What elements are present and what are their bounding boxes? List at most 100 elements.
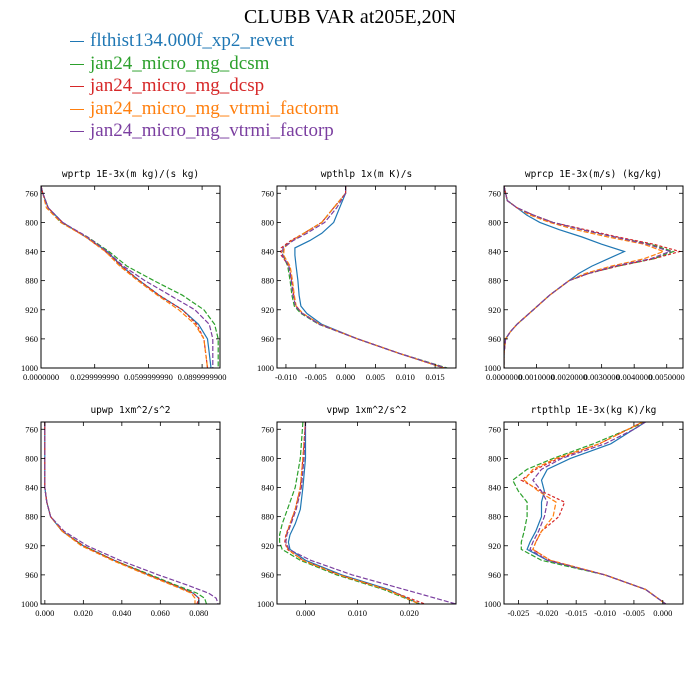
y-tick-label: 760 <box>488 424 501 434</box>
x-tick-label: 0.0899999900 <box>178 372 227 382</box>
x-tick-label: 0.060 <box>151 608 170 618</box>
y-tick-label: 800 <box>488 217 501 227</box>
legend-label: jan24_micro_mg_vtrmi_factorp <box>90 120 334 141</box>
series-line-4 <box>41 186 214 368</box>
series-line-1 <box>41 186 219 368</box>
x-tick-label: 0.005 <box>366 372 385 382</box>
y-tick-label: 960 <box>488 334 501 344</box>
y-tick-label: 880 <box>261 512 274 522</box>
x-tick-label: 0.080 <box>189 608 208 618</box>
y-tick-label: 800 <box>488 453 501 463</box>
x-tick-label: 0.010 <box>348 608 367 618</box>
panel-title: wprtp 1E-3x(m kg)/(s kg) <box>62 169 199 180</box>
x-tick-label: -0.010 <box>275 372 297 382</box>
series-line-3 <box>282 186 445 368</box>
legend-label: jan24_micro_mg_dcsm <box>90 52 270 74</box>
panel-title: upwp 1xm^2/s^2 <box>90 405 170 416</box>
panel-frame <box>276 421 457 605</box>
panel-frame <box>40 421 221 605</box>
legend-swatch <box>70 86 84 88</box>
y-tick-label: 1000 <box>484 599 501 609</box>
x-tick-label: -0.005 <box>305 372 327 382</box>
y-tick-label: 1000 <box>21 599 38 609</box>
legend-item-1: jan24_micro_mg_dcsm <box>70 53 339 76</box>
page-title: CLUBB VAR at205E,20N <box>243 6 457 28</box>
y-tick-label: 880 <box>25 276 38 286</box>
legend-swatch <box>70 108 84 110</box>
x-tick-label: 0.0050000 <box>649 372 685 382</box>
y-tick-label: 1000 <box>257 363 274 373</box>
series-line-0 <box>526 422 667 604</box>
series-line-0 <box>504 186 627 368</box>
y-tick-label: 760 <box>261 188 274 198</box>
x-tick-label: 0.010 <box>396 372 415 382</box>
y-tick-label: 960 <box>261 334 274 344</box>
panel-title: wpthlp 1x(m K)/s <box>321 169 413 180</box>
legend-swatch <box>70 63 84 65</box>
legend-item-3: jan24_micro_mg_vtrmi_factorm <box>70 98 339 121</box>
y-tick-label: 840 <box>261 483 274 493</box>
legend-swatch <box>70 131 84 133</box>
series-line-3 <box>285 422 420 604</box>
x-tick-label: 0.0040000 <box>616 372 652 382</box>
x-tick-label: -0.025 <box>507 608 529 618</box>
x-tick-label: 0.020 <box>74 608 93 618</box>
y-tick-label: 800 <box>261 453 274 463</box>
legend-swatch <box>70 41 84 43</box>
y-tick-label: 920 <box>25 305 38 315</box>
panel-0: wprtp 1E-3x(m kg)/(s kg) 760 800 840 880 920 9… <box>21 169 227 382</box>
y-tick-label: 760 <box>261 424 274 434</box>
x-tick-label: 0.0010000 <box>518 372 554 382</box>
y-tick-label: 880 <box>261 276 274 286</box>
panel-1: wpthlp 1x(m K)/s7608008408809209601000-0… <box>257 169 457 382</box>
panel-frame <box>503 185 684 369</box>
panel-title: vpwp 1xm^2/s^2 <box>326 405 406 416</box>
y-tick-label: 1000 <box>257 599 274 609</box>
legend-item-2: jan24_micro_mg_dcsp <box>70 75 339 98</box>
series-line-3 <box>44 422 196 604</box>
y-tick-label: 840 <box>25 483 38 493</box>
x-tick-label: 0.0030000 <box>584 372 620 382</box>
y-tick-label: 920 <box>261 541 274 551</box>
x-tick-label: 0.000 <box>653 608 672 618</box>
series-line-0 <box>287 422 420 604</box>
series-line-0 <box>44 422 200 604</box>
series-line-4 <box>281 186 447 368</box>
y-tick-label: 1000 <box>21 363 38 373</box>
series-line-1 <box>44 422 208 604</box>
series-line-1 <box>279 422 420 604</box>
series-line-3 <box>504 186 666 368</box>
x-tick-label: 0.0020000 <box>551 372 587 382</box>
series-line-1 <box>511 422 667 604</box>
y-tick-label: 960 <box>25 334 38 344</box>
series-line-2 <box>504 186 682 368</box>
y-tick-label: 920 <box>25 541 38 551</box>
x-tick-label: 0.0000000 <box>486 372 522 382</box>
panel-5: rtpthlp 1E-3x(kg K)/kg 760 800 840 880 920 960… <box>484 405 684 618</box>
legend-label: flthist134.000f_xp2_revert <box>90 30 295 51</box>
y-tick-label: 800 <box>261 217 274 227</box>
panel-title: wprcp 1E-3x(m/s) (kg/kg) <box>525 169 662 180</box>
y-tick-label: 960 <box>25 570 38 580</box>
series-line-4 <box>504 186 672 368</box>
y-tick-label: 880 <box>488 512 501 522</box>
panel-frame <box>40 185 221 369</box>
panel-2: wprcp 1E-3x(m/s) (kg/kg) 760 800 840 880 920 9… <box>484 169 685 382</box>
y-tick-label: 800 <box>25 217 38 227</box>
panel-frame <box>276 185 457 369</box>
series-line-0 <box>294 186 445 368</box>
series-line-4 <box>529 422 667 604</box>
x-tick-label: 0.0299999990 <box>70 372 119 382</box>
series-line-0 <box>41 186 212 368</box>
y-tick-label: 920 <box>261 305 274 315</box>
x-tick-label: 0.0599999990 <box>124 372 173 382</box>
x-tick-label: 0.015 <box>426 372 445 382</box>
x-tick-label: 0.000 <box>296 608 315 618</box>
series-line-4 <box>285 422 456 604</box>
legend: flthist134.000f_xp2_revert jan24_micro_m… <box>70 30 339 143</box>
y-tick-label: 840 <box>488 483 501 493</box>
panel-3: upwp 1xm^2/s^2 760 800 840 880 920 960 10000.00… <box>21 405 221 618</box>
legend-label: jan24_micro_mg_vtrmi_factorm <box>90 97 340 119</box>
series-line-1 <box>282 186 448 368</box>
y-tick-label: 800 <box>25 453 38 463</box>
